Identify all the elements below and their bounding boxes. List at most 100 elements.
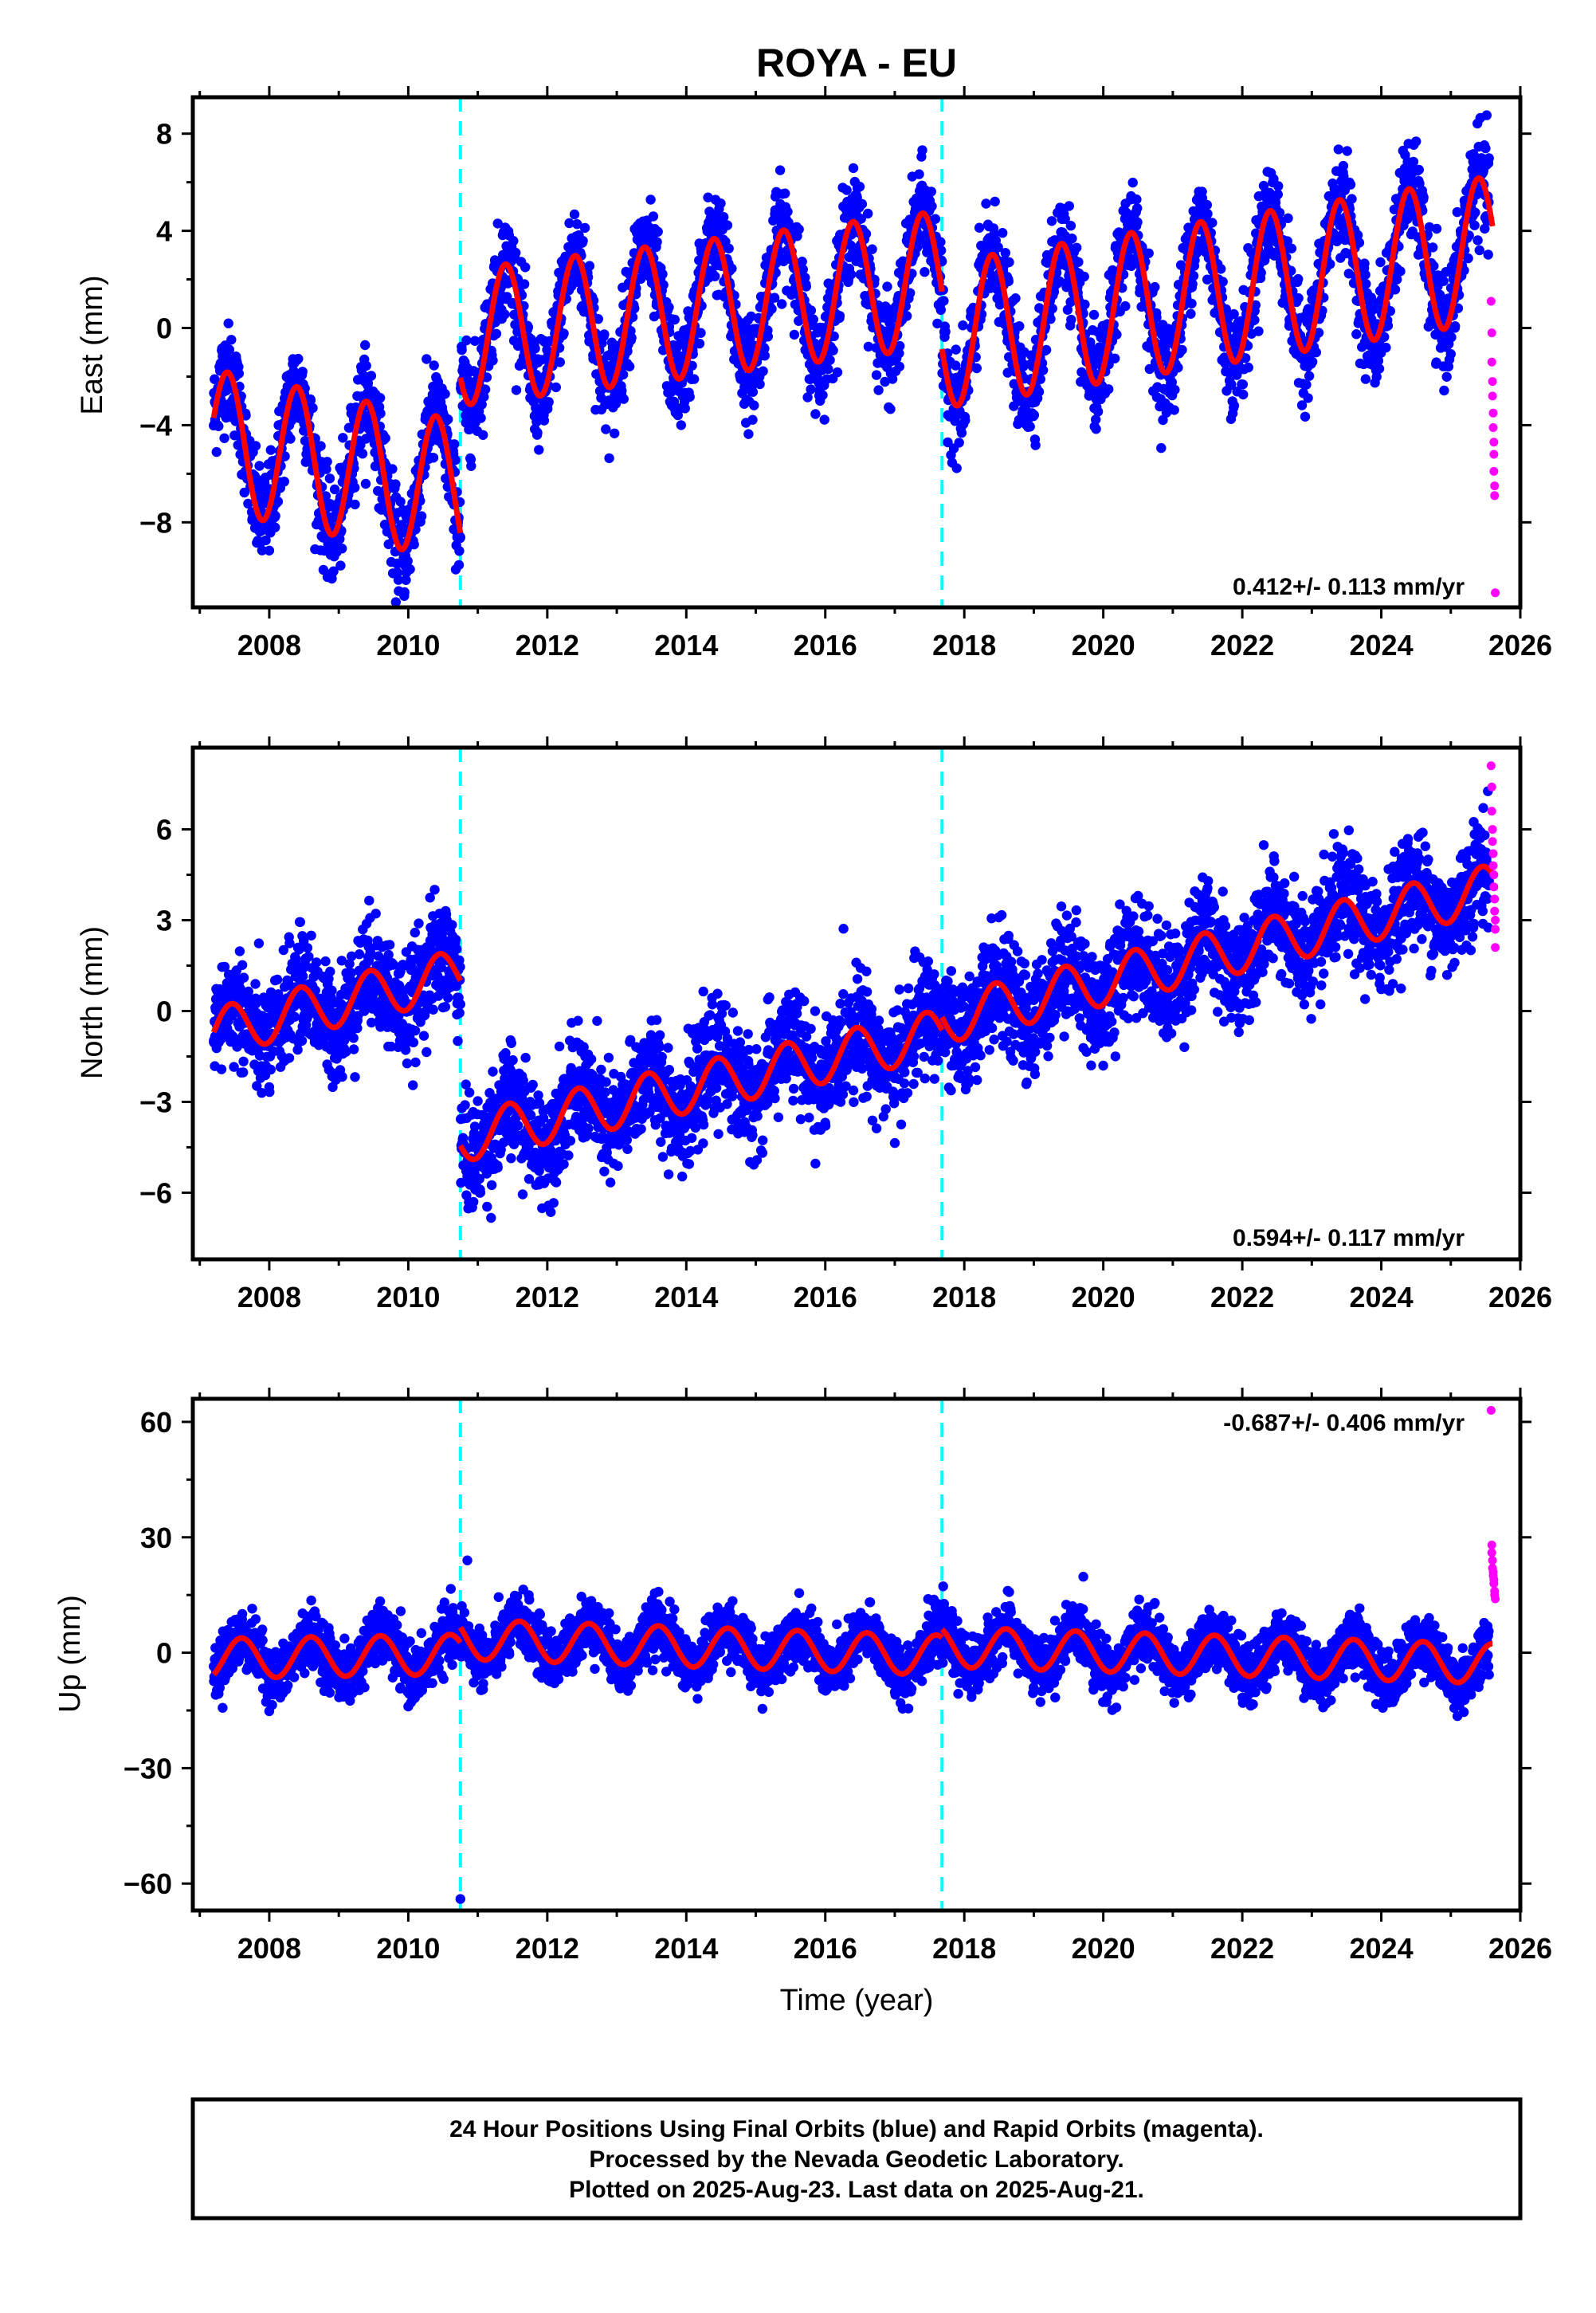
east-final-point (1418, 192, 1429, 202)
east-final-point (449, 439, 460, 450)
east-final-point (747, 387, 759, 397)
east-final-point (669, 314, 680, 325)
east-rapid-point (1488, 391, 1497, 401)
east-y-axis-label: East (mm) (76, 275, 109, 414)
east-final-point (273, 497, 284, 507)
east-rapid-point (1486, 296, 1496, 306)
east-final-point (361, 360, 371, 371)
east-final-point (599, 329, 610, 340)
east-final-point (265, 445, 276, 455)
east-final-point (360, 340, 371, 351)
east-final-point (857, 198, 868, 210)
east-final-point (1469, 220, 1480, 230)
east-final-point (1283, 213, 1293, 223)
north-final-point (337, 1071, 347, 1082)
east-final-point (387, 464, 398, 474)
east-final-point (1375, 257, 1386, 268)
east-panel: 2008 2010 2012 2014 2016 2018 2020 2022 2024 2026… (76, 86, 1552, 662)
east-x-tick-label: 2008 (237, 629, 301, 662)
east-final-point (1463, 253, 1473, 264)
east-final-point (926, 187, 937, 197)
east-final-point (478, 430, 488, 440)
east-final-point (476, 413, 486, 423)
east-final-point (1112, 329, 1122, 340)
east-rapid-point (1488, 408, 1498, 418)
east-final-point (1064, 201, 1075, 211)
east-final-point (1293, 273, 1304, 285)
east-final-point (601, 424, 611, 434)
east-final-point (774, 165, 786, 175)
east-final-point (338, 433, 348, 443)
east-final-point (808, 314, 818, 324)
east-final-point (767, 304, 777, 314)
east-final-point (270, 511, 280, 521)
east-final-point (519, 279, 530, 289)
east-final-point (1188, 270, 1199, 281)
east-final-point (1132, 203, 1143, 214)
east-final-point (1025, 422, 1035, 432)
east-final-point (1177, 344, 1187, 355)
east-x-tick-label: 2026 (1488, 629, 1552, 662)
east-rapid-point (1487, 328, 1496, 338)
east-final-point (841, 185, 852, 195)
east-final-point (1474, 245, 1485, 256)
east-final-point (1143, 248, 1154, 258)
east-final-point (243, 498, 253, 509)
east-final-point (322, 457, 332, 467)
east-final-point (626, 332, 637, 343)
east-final-point (481, 372, 492, 383)
east-final-point (1073, 257, 1084, 267)
east-final-point (653, 226, 663, 237)
north-final-point (348, 1044, 359, 1054)
east-final-point (743, 429, 754, 439)
north-final-point (272, 974, 283, 985)
east-final-point (539, 415, 550, 426)
east-final-point (1360, 374, 1371, 384)
north-final-point (306, 930, 316, 941)
east-final-point (416, 511, 427, 521)
east-final-point (960, 415, 971, 426)
east-final-point (645, 194, 656, 205)
east-final-point (399, 587, 410, 598)
east-final-point (848, 163, 859, 174)
east-final-point (723, 243, 734, 253)
east-final-point (1304, 371, 1315, 381)
east-final-point (559, 328, 569, 339)
east-final-point (940, 326, 951, 337)
east-final-point (257, 545, 268, 556)
east-final-point (405, 564, 415, 575)
east-final-point (1202, 209, 1213, 219)
east-final-point (569, 209, 580, 220)
east-final-point (491, 328, 502, 339)
east-final-point (894, 361, 905, 372)
east-final-point (1079, 271, 1089, 282)
east-final-point (479, 391, 489, 403)
east-final-point (455, 532, 465, 543)
east-final-point (1037, 365, 1049, 375)
east-final-point (511, 385, 522, 395)
east-final-point (902, 311, 912, 321)
east-final-point (523, 322, 534, 332)
east-final-point (1004, 257, 1014, 268)
east-final-point (1046, 216, 1057, 226)
east-final-point (914, 169, 924, 179)
east-final-point (1010, 293, 1021, 304)
east-final-point (806, 384, 816, 395)
east-final-point (755, 379, 765, 390)
east-final-point (657, 269, 668, 280)
north-final-point (295, 917, 305, 928)
east-final-point (688, 374, 700, 384)
east-final-point (279, 477, 289, 487)
east-final-point (1439, 385, 1449, 396)
east-final-point (882, 281, 892, 292)
east-final-point (920, 267, 930, 277)
east-final-point (648, 211, 659, 222)
east-final-point (618, 394, 629, 404)
east-final-point (488, 355, 498, 366)
east-final-point (1395, 266, 1406, 277)
east-final-point (1428, 242, 1438, 253)
east-final-point (1029, 410, 1040, 420)
east-final-point (1347, 194, 1357, 204)
east-final-point (1088, 309, 1100, 320)
